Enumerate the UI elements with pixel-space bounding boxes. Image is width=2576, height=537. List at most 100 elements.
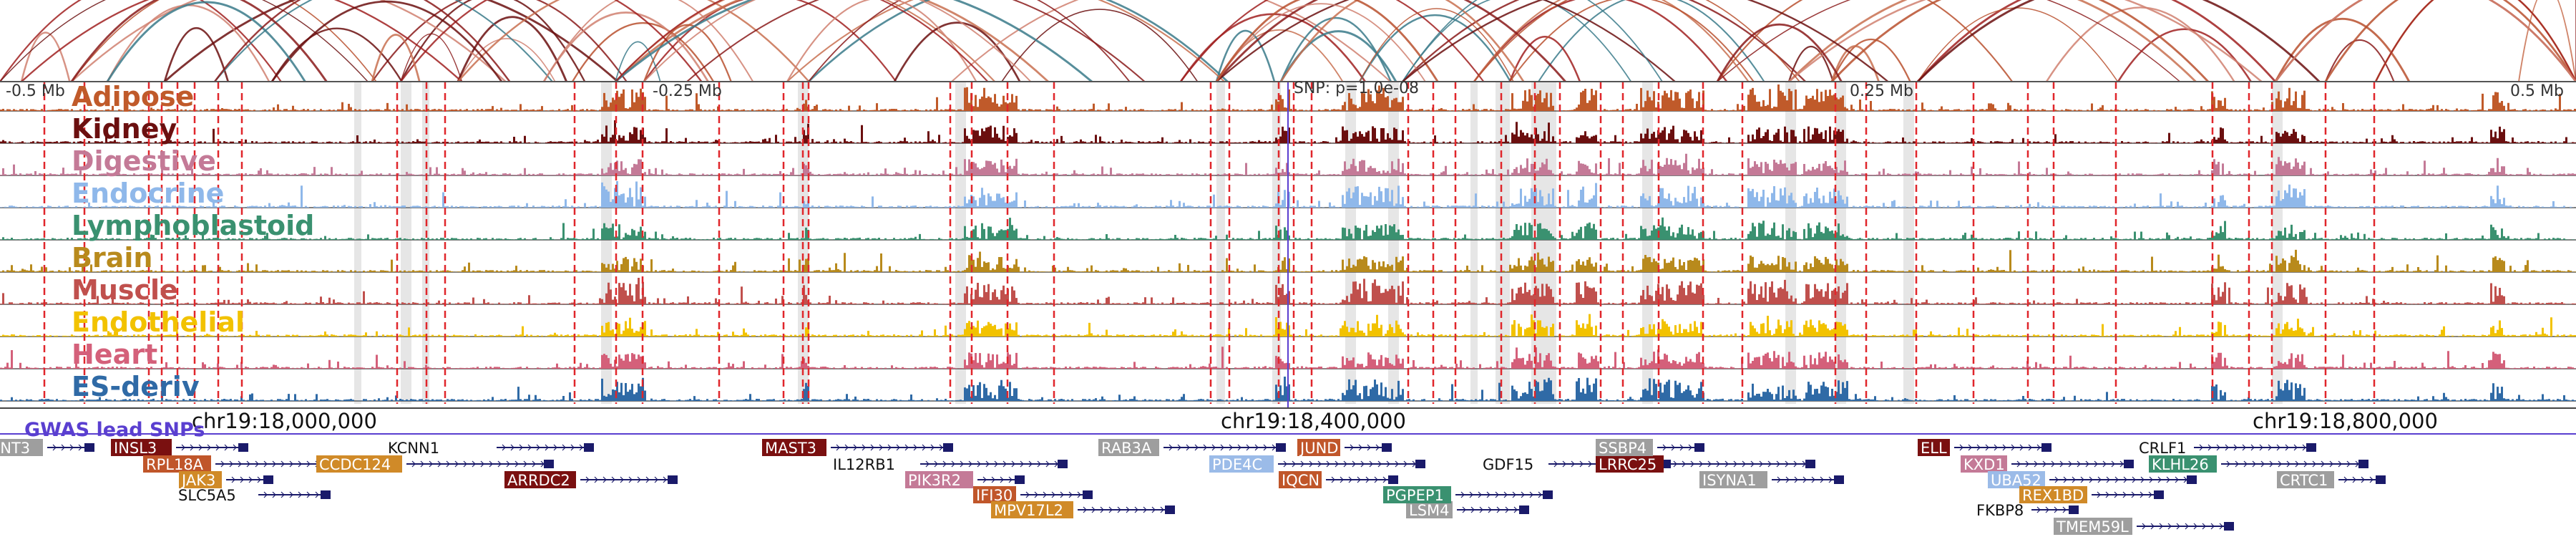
gene-il12rb1[interactable]: IL12RB1 — [833, 456, 1068, 473]
gene-isyna1[interactable]: ISYNA1 — [1699, 471, 1844, 489]
gene-klhl26[interactable]: KLHL26 — [2149, 455, 2368, 473]
strand-arrow — [2105, 491, 2109, 498]
strand-arrow — [263, 491, 268, 498]
strand-arrow — [1011, 460, 1015, 468]
gene-mpv17l2[interactable]: MPV17L2 — [991, 501, 1175, 519]
gene-crtc1[interactable]: CRTC1 — [2277, 471, 2386, 489]
strand-arrow — [879, 444, 883, 451]
strand-arrow — [1292, 460, 1296, 468]
gene-jund[interactable]: JUND — [1297, 439, 1392, 457]
strand-arrow — [628, 476, 633, 483]
gene-rex1bd[interactable]: REX1BD — [2019, 486, 2164, 504]
gene-exon — [1083, 490, 1093, 499]
strand-arrow — [298, 491, 302, 498]
gene-insl3[interactable]: INSL3 — [111, 439, 248, 457]
ruler-label-minus-0-5: -0.5 Mb — [6, 82, 65, 100]
interaction-arc — [1402, 0, 1806, 82]
gene-uba52[interactable]: UBA52 — [1988, 471, 2197, 489]
gene-arrdc2[interactable]: ARRDC2 — [504, 471, 678, 489]
gene-exon — [263, 475, 273, 484]
gene-exon — [1415, 460, 1425, 468]
gene-crlf1[interactable]: CRLF1 — [2139, 440, 2316, 457]
track-label-muscle: Muscle — [72, 274, 178, 306]
gene-name: RAB3A — [1101, 440, 1152, 457]
strand-arrow — [1395, 460, 1399, 468]
highlight-band — [1642, 82, 1653, 404]
strand-arrow — [994, 460, 998, 468]
strand-arrow — [61, 444, 65, 451]
gene-fkbp8[interactable]: FKBP8 — [1976, 502, 2079, 519]
interaction-arc — [643, 0, 1032, 82]
strand-arrow — [1673, 460, 1677, 468]
interaction-arc — [1473, 0, 1728, 82]
gene-rpl18a[interactable]: RPL18A — [143, 455, 338, 473]
gene-kxd1[interactable]: KXD1 — [1961, 455, 2134, 473]
strand-arrow — [2097, 491, 2101, 498]
interaction-arc — [399, 0, 586, 82]
gene-ssbp4[interactable]: SSBP4 — [1596, 439, 1704, 457]
strand-arrow — [991, 476, 995, 483]
strand-arrow — [1793, 460, 1797, 468]
gene-mast3[interactable]: MAST3 — [762, 439, 953, 457]
strand-arrow — [2077, 460, 2081, 468]
gene-pde4c[interactable]: PDE4C — [1209, 455, 1425, 473]
gene-label-box — [1596, 439, 1653, 456]
gene-gnt3[interactable]: GNT3 — [0, 439, 94, 457]
gene-pik3r2[interactable]: PIK3R2 — [905, 471, 1025, 489]
strand-arrow — [1357, 476, 1361, 483]
strand-arrow — [1495, 491, 1499, 498]
strand-arrow — [272, 491, 276, 498]
strand-arrow — [968, 460, 972, 468]
strand-arrow — [472, 460, 476, 468]
interaction-arc — [106, 1, 306, 82]
strand-arrow — [1513, 506, 1518, 513]
gene-ccdc124[interactable]: CCDC124 — [316, 455, 554, 473]
strand-arrow — [489, 460, 493, 468]
gene-lsm4[interactable]: LSM4 — [1406, 501, 1529, 519]
gene-kcnn1[interactable]: KCNN1 — [388, 440, 594, 457]
gene-lrrc25[interactable]: LRRC25 — [1596, 455, 1815, 473]
gene-rab3a[interactable]: RAB3A — [1098, 439, 1286, 457]
strand-arrow — [229, 460, 233, 468]
strand-arrow — [2293, 444, 2298, 451]
gene-exon — [1519, 505, 1529, 514]
strand-arrow — [2123, 476, 2127, 483]
strand-arrow — [942, 460, 947, 468]
highlight-band — [1470, 82, 1478, 404]
gene-tmem59l[interactable]: TMEM59L — [2054, 518, 2234, 536]
track-label-brain: Brain — [72, 242, 152, 274]
strand-arrow — [2080, 476, 2084, 483]
interaction-arc — [1180, 0, 1485, 82]
gene-ell[interactable]: ELL — [1918, 439, 2051, 457]
gene-iqcn[interactable]: IQCN — [1279, 471, 1398, 489]
strand-arrow — [1785, 476, 1790, 483]
strand-arrow — [2312, 460, 2316, 468]
gene-name: KCNN1 — [388, 440, 439, 457]
track-label-heart: Heart — [72, 339, 157, 370]
strand-arrow — [1512, 491, 1516, 498]
strand-arrow — [2028, 444, 2032, 451]
interaction-arc — [1830, 0, 2209, 82]
strand-arrow — [1460, 491, 1465, 498]
interaction-arc — [1788, 0, 2263, 82]
strand-arrow — [280, 491, 285, 498]
gene-jak3[interactable]: JAK3 — [179, 471, 273, 489]
strand-arrow — [1662, 444, 1667, 451]
strand-arrow — [280, 460, 285, 468]
strand-arrow — [2243, 460, 2248, 468]
gene-pgpep1[interactable]: PGPEP1 — [1383, 486, 1553, 504]
interaction-arc — [643, 24, 732, 82]
strand-arrow — [1350, 444, 1354, 451]
strand-arrow — [1169, 444, 1173, 451]
strand-arrow — [545, 444, 549, 451]
strand-arrow — [960, 460, 964, 468]
strand-arrow — [977, 460, 981, 468]
strand-arrow — [480, 460, 484, 468]
interaction-arc — [371, 34, 421, 82]
strand-arrow — [2111, 460, 2115, 468]
strand-arrow — [2199, 444, 2203, 451]
strand-arrow — [306, 460, 311, 468]
gene-slc5a5[interactable]: SLC5A5 — [178, 487, 331, 504]
track-signal-lymphoblastoid — [0, 217, 2576, 240]
